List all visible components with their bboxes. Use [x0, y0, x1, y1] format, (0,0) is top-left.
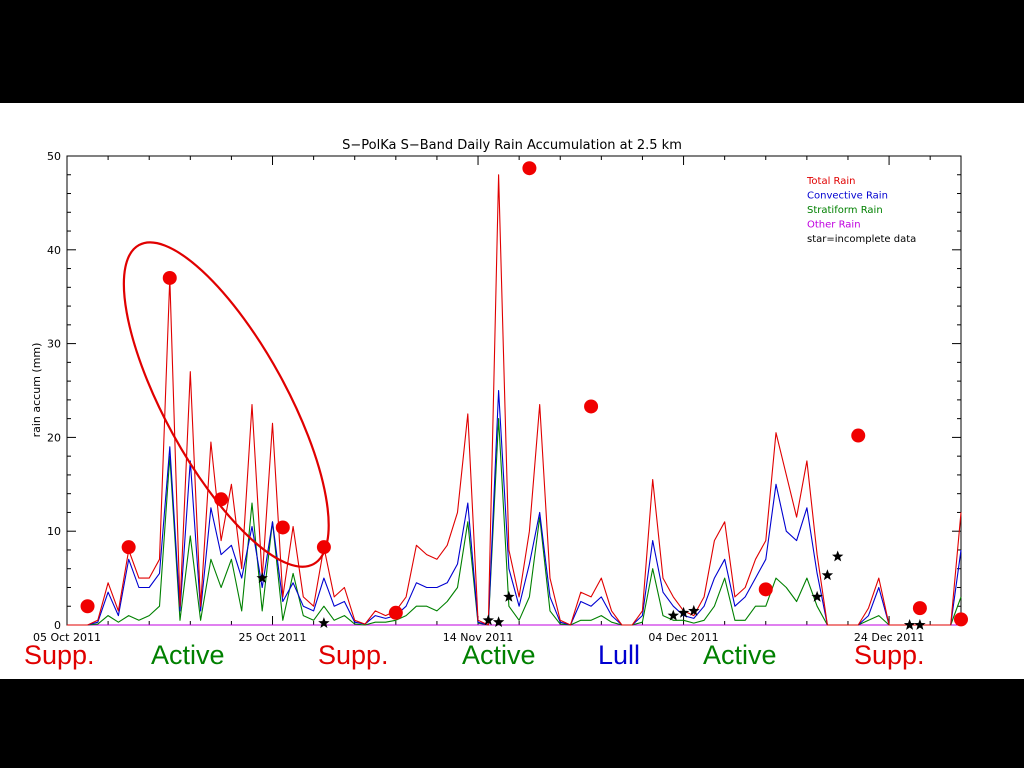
phase-label-active: Active — [703, 640, 777, 670]
highlight-ellipse — [122, 241, 330, 568]
incomplete-data-star — [688, 604, 700, 616]
incomplete-data-star — [821, 569, 834, 581]
y-tick-label: 10 — [47, 525, 61, 538]
phase-label-active: Active — [151, 640, 225, 670]
highlight-point — [275, 520, 290, 535]
incomplete-data-star — [811, 590, 823, 602]
y-tick-label: 0 — [54, 619, 61, 632]
highlight-point — [121, 540, 136, 555]
incomplete-data-star — [677, 606, 690, 618]
incomplete-data-star — [667, 609, 679, 621]
y-axis-label: rain accum (mm) — [30, 343, 43, 438]
highlight-point — [162, 270, 177, 285]
x-tick-label: 05 Oct 2011 — [33, 631, 101, 644]
y-tick-label: 30 — [47, 338, 61, 351]
legend-entry: Convective Rain — [807, 191, 888, 202]
incomplete-data-star — [903, 619, 916, 630]
incomplete-data-star — [318, 617, 330, 628]
y-tick-label: 50 — [47, 150, 61, 163]
series-total-rain-line — [67, 174, 962, 626]
x-tick-label: 25 Oct 2011 — [239, 631, 307, 644]
x-tick-label: 04 Dec 2011 — [648, 631, 718, 644]
series-stratiform-rain-line — [67, 418, 962, 626]
legend: Total Rain Convective Rain Stratiform Rain… — [806, 176, 916, 245]
highlight-point — [912, 601, 927, 616]
legend-entry: star=incomplete data — [807, 234, 916, 245]
highlight-point — [80, 599, 95, 614]
highlight-point — [214, 492, 229, 507]
incomplete-data-star — [482, 614, 494, 626]
highlight-point — [954, 612, 968, 627]
y-tick-label: 40 — [47, 244, 61, 257]
incomplete-data-star — [914, 619, 926, 630]
series-convective-rain-line — [67, 389, 962, 626]
y-tick-label: 20 — [47, 431, 61, 444]
phase-label-lull: Lull — [598, 640, 641, 670]
slide-background — [0, 103, 1024, 679]
phase-label-supp: Supp. — [854, 640, 925, 670]
legend-entry: Total Rain — [806, 176, 856, 187]
legend-entry: Stratiform Rain — [807, 205, 883, 216]
x-tick-label: 24 Dec 2011 — [854, 631, 924, 644]
incomplete-data-star — [503, 590, 515, 602]
highlight-point — [851, 428, 866, 443]
x-tick-label: 14 Nov 2011 — [443, 631, 513, 644]
highlight-point — [522, 161, 537, 176]
phase-label-active: Active — [462, 640, 536, 670]
highlight-point — [388, 605, 403, 620]
chart-title: S−PolKa S−Band Daily Rain Accumulation a… — [342, 138, 682, 153]
highlight-point — [316, 540, 331, 555]
highlight-point — [758, 582, 773, 597]
incomplete-data-star — [832, 550, 844, 562]
phase-label-supp: Supp. — [24, 640, 95, 670]
legend-entry: Other Rain — [807, 220, 861, 231]
incomplete-data-star — [256, 572, 268, 583]
highlight-point — [584, 399, 599, 414]
phase-label-supp: Supp. — [318, 640, 389, 670]
incomplete-data-star — [492, 616, 505, 627]
